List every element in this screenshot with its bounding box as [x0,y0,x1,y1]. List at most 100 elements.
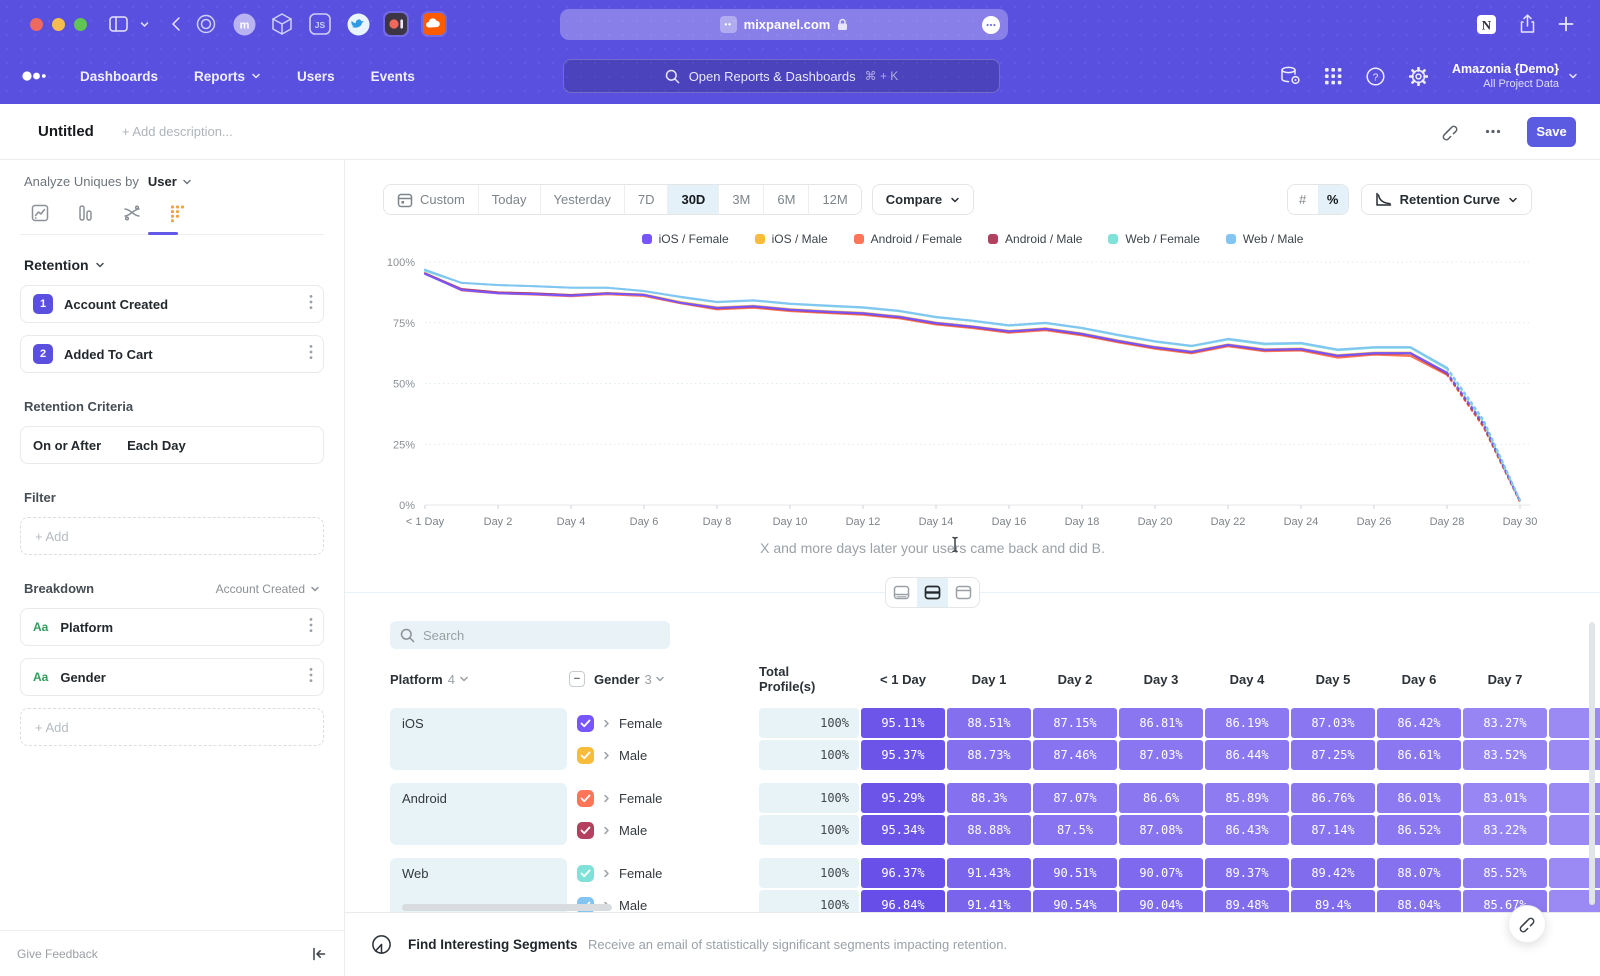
retention-value-cell[interactable]: 87.03% [1119,740,1203,770]
mixpanel-logo[interactable] [22,70,48,82]
gender-row-android-male[interactable]: Male [569,815,757,845]
legend-item[interactable]: Web / Female [1108,232,1200,246]
row-checkbox[interactable] [577,789,594,807]
day-column-header[interactable]: Day 7 [1487,671,1523,687]
analyze-value-dropdown[interactable]: User [147,174,177,189]
chevron-down-icon[interactable] [182,178,192,186]
gender-row-android-female[interactable]: Female [569,783,757,813]
retention-value-cell[interactable]: 90.04% [1119,890,1203,912]
retention-value-cell[interactable]: 89.37% [1205,858,1289,888]
breakdown-item-platform[interactable]: Aa Platform [20,608,324,646]
js-icon[interactable]: JS [307,11,333,37]
more-options-icon[interactable] [1485,129,1501,134]
retention-value-cell[interactable]: 87.07% [1033,783,1117,813]
retention-value-cell[interactable]: 89.48% [1205,890,1289,912]
retention-step-1[interactable]: 1 Account Created [20,285,324,323]
retention-value-cell[interactable]: 90.51% [1033,858,1117,888]
collapse-sidebar-icon[interactable] [312,947,326,961]
horizontal-scrollbar[interactable] [402,904,612,911]
report-title[interactable]: Untitled [38,123,94,140]
retention-value-cell[interactable]: 90.54% [1033,890,1117,912]
gender-row-ios-female[interactable]: Female [569,708,757,738]
range-3m[interactable]: 3M [719,185,765,214]
retention-value-cell[interactable]: 87.5% [1033,815,1117,845]
platform-cell[interactable]: Android [390,783,567,845]
find-segments-title[interactable]: Find Interesting Segments [408,936,578,952]
chevron-right-icon[interactable] [603,751,610,760]
chevron-right-icon[interactable] [603,869,610,878]
retention-value-cell[interactable]: 88.88% [947,815,1031,845]
retention-value-cell[interactable]: 83.01% [1463,783,1547,813]
retention-value-cell[interactable]: 85.89% [1205,783,1289,813]
range-today[interactable]: Today [479,185,541,214]
data-management-icon[interactable] [1279,66,1301,86]
retention-value-cell[interactable]: 87.46% [1033,740,1117,770]
platform-cell[interactable]: Web [390,858,567,912]
retention-value-cell[interactable]: 87.08% [1119,815,1203,845]
share-link-floating-button[interactable] [1508,905,1546,943]
layout-table-only-button[interactable] [948,578,979,607]
project-switcher[interactable]: Amazonia {Demo} All Project Data [1452,62,1578,90]
retention-value-cell[interactable]: 95.34% [861,815,945,845]
retention-value-cell[interactable]: 83.52% [1463,740,1547,770]
retention-value-cell[interactable]: 86.43% [1205,815,1289,845]
retention-value-cell[interactable]: 87.03% [1291,708,1375,738]
help-icon[interactable]: ? [1366,66,1385,86]
retention-value-cell[interactable]: 87.25% [1291,740,1375,770]
nav-item-users[interactable]: Users [297,68,335,84]
retention-step-2[interactable]: 2 Added To Cart [20,335,324,373]
zoom-window-button[interactable] [74,17,87,31]
retention-value-cell[interactable]: 87.15% [1033,708,1117,738]
retention-value-cell[interactable]: 86.6% [1119,783,1203,813]
select-all-checkbox[interactable]: − [569,671,585,687]
tab-insights[interactable] [30,203,50,223]
close-window-button[interactable] [30,17,43,31]
retention-value-cell[interactable]: 96.84% [861,890,945,912]
day-column-header[interactable]: Day 1 [971,671,1007,687]
table-search-input[interactable] [423,627,643,643]
retention-value-cell[interactable]: 86.76% [1291,783,1375,813]
target-icon[interactable] [193,11,219,37]
add-description[interactable]: + Add description... [121,124,233,139]
retention-value-cell[interactable]: 86.52% [1377,815,1461,845]
retention-value-cell[interactable]: 83.27% [1463,708,1547,738]
retention-value-cell[interactable]: 88.07% [1377,858,1461,888]
back-icon[interactable] [171,16,181,32]
url-more-button[interactable] [982,15,1000,34]
range-6m[interactable]: 6M [764,185,810,214]
avatar-m-icon[interactable]: m [231,11,257,37]
day-column-header[interactable]: Day 6 [1401,671,1437,687]
criteria-type[interactable]: On or After [33,437,102,453]
retention-heading[interactable]: Retention [24,257,89,273]
day-column-header[interactable]: Day 4 [1229,671,1265,687]
minimize-window-button[interactable] [52,17,65,31]
layout-chart-only-button[interactable] [886,578,917,607]
retention-value-cell[interactable]: 86.19% [1205,708,1289,738]
notion-icon[interactable]: N [1476,14,1497,35]
range-7d[interactable]: 7D [625,185,669,214]
retention-chart[interactable]: 0% 25% 50% 75% 100% < 1 Day Day 2 Day 4 Day 6 Day… [345,252,1600,539]
retention-value-cell[interactable]: 89.4% [1291,890,1375,912]
retention-value-cell[interactable]: 85.52% [1463,858,1547,888]
add-breakdown-button[interactable]: + Add [20,708,324,746]
retention-value-cell[interactable]: 88.04% [1377,890,1461,912]
retention-value-cell[interactable]: 86.01% [1377,783,1461,813]
share-icon[interactable] [1519,14,1536,34]
legend-item[interactable]: Android / Male [988,232,1082,246]
gender-row-ios-male[interactable]: Male [569,740,757,770]
retention-value-cell[interactable]: 91.41% [947,890,1031,912]
retention-value-cell-partial[interactable] [1549,890,1600,912]
chevron-down-icon[interactable] [95,261,105,269]
chart-type-dropdown[interactable]: Retention Curve [1360,184,1532,215]
criteria-card[interactable]: On or After Each Day [20,426,324,464]
url-bar[interactable]: •• mixpanel.com [560,9,1008,40]
gender-row-web-female[interactable]: Female [569,858,757,888]
row-checkbox[interactable] [577,714,594,732]
kebab-menu-icon[interactable] [309,667,313,688]
row-checkbox[interactable] [577,864,594,882]
retention-value-cell[interactable]: 87.14% [1291,815,1375,845]
gender-column-header[interactable]: − Gender 3 [569,671,757,687]
legend-item[interactable]: Android / Female [853,232,962,246]
retention-value-cell[interactable]: 86.42% [1377,708,1461,738]
copy-link-icon[interactable] [1441,123,1459,141]
